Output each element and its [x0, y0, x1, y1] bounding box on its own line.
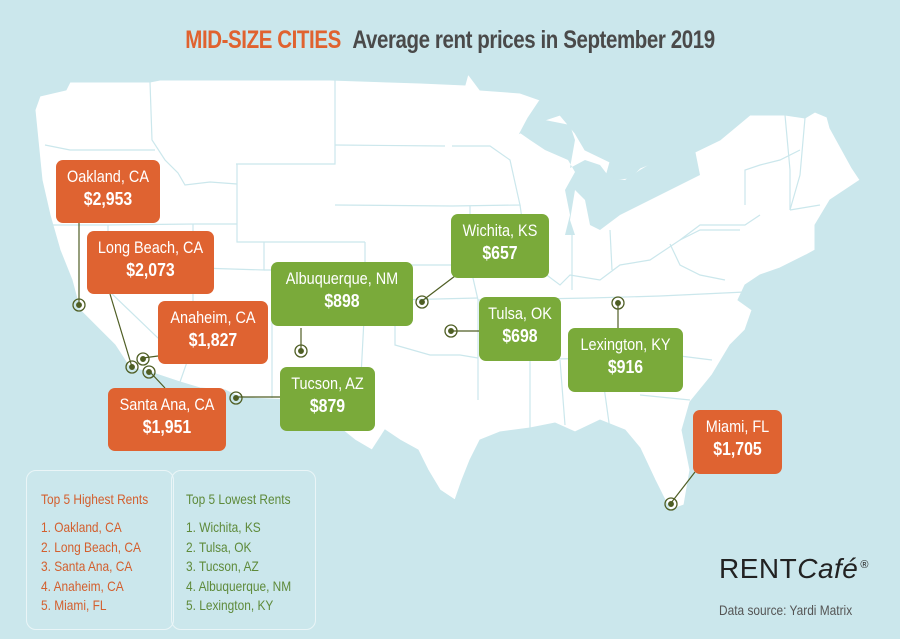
- city-price: $1,705: [713, 439, 762, 459]
- marker-tulsa: [444, 324, 458, 338]
- label-santa-ana: Santa Ana, CA $1,951: [108, 388, 226, 451]
- label-wichita: Wichita, KS $657: [451, 214, 549, 278]
- city-price: $898: [324, 291, 360, 311]
- label-miami: Miami, FL $1,705: [693, 410, 782, 474]
- list-item: 3. Santa Ana, CA: [41, 558, 133, 574]
- label-tucson: Tucson, AZ $879: [280, 367, 375, 431]
- list-item: 4. Anaheim, CA: [41, 577, 124, 594]
- list-item: 4. Albuquerque, NM: [186, 577, 292, 594]
- lowest-rents-heading: Top 5 Lowest Rents: [186, 491, 291, 507]
- city-price: $2,953: [83, 189, 133, 209]
- city-price: $2,073: [126, 260, 175, 280]
- data-source: Data source: Yardi Matrix: [719, 602, 853, 618]
- title-main: Average rent prices in September 2019: [352, 26, 715, 54]
- city-name: Albuquerque, NM: [285, 269, 399, 288]
- page-title: MID-SIZE CITIES Average rent prices in Se…: [81, 26, 819, 55]
- leader-wichita: [421, 275, 456, 302]
- logo-rent: RENT: [719, 553, 798, 584]
- city-price: $657: [482, 243, 518, 263]
- great-lakes: [520, 120, 700, 235]
- list-item: 2. Long Beach, CA: [41, 538, 141, 555]
- list-item: 5. Miami, FL: [41, 597, 107, 613]
- logo-registered: ®: [860, 558, 869, 571]
- city-markers: [72, 295, 678, 511]
- city-name: Santa Ana, CA: [119, 395, 215, 414]
- city-name: Anaheim, CA: [170, 308, 256, 327]
- list-item: 3. Tucson, AZ: [186, 558, 259, 574]
- city-name: Tucson, AZ: [291, 374, 364, 393]
- city-name: Miami, FL: [705, 417, 770, 436]
- label-long-beach: Long Beach, CA $2,073: [87, 231, 214, 294]
- city-name: Tulsa, OK: [488, 304, 552, 323]
- rentcafe-logo: RENTCafé ®: [719, 553, 869, 585]
- label-lexington: Lexington, KY $916: [568, 328, 683, 392]
- highest-rents-heading: Top 5 Highest Rents: [41, 491, 149, 507]
- label-oakland: Oakland, CA $2,953: [56, 160, 160, 223]
- city-price: $879: [309, 396, 346, 416]
- label-anaheim: Anaheim, CA $1,827: [158, 301, 268, 364]
- city-price: $916: [607, 357, 644, 377]
- leader-santa-ana: [149, 371, 166, 389]
- marker-wichita: [415, 295, 429, 309]
- marker-long-beach: [125, 360, 139, 374]
- city-price: $1,827: [188, 330, 238, 350]
- leader-miami: [670, 471, 696, 504]
- city-price: $698: [502, 326, 538, 346]
- logo-cafe: Café: [797, 553, 859, 584]
- marker-albuquerque: [294, 344, 308, 358]
- list-item: 5. Lexington, KY: [186, 597, 274, 613]
- marker-anaheim: [136, 352, 150, 366]
- marker-miami: [664, 497, 678, 511]
- leader-lines: [78, 222, 696, 504]
- label-tulsa: Tulsa, OK $698: [479, 297, 561, 361]
- lowest-rents-list: Top 5 Lowest Rents 1. Wichita, KS 2. Tul…: [171, 470, 316, 630]
- marker-santa-ana: [142, 365, 156, 379]
- marker-lexington: [611, 296, 625, 310]
- list-item: 1. Oakland, CA: [41, 519, 122, 535]
- city-name: Lexington, KY: [580, 335, 671, 354]
- city-price: $1,951: [142, 417, 192, 437]
- marker-tucson: [229, 391, 243, 405]
- label-albuquerque: Albuquerque, NM $898: [271, 262, 413, 326]
- marker-oakland: [72, 298, 86, 312]
- leader-long-beach: [109, 293, 133, 368]
- city-name: Wichita, KS: [462, 221, 538, 240]
- list-item: 1. Wichita, KS: [186, 519, 261, 535]
- title-accent: MID-SIZE CITIES: [185, 26, 341, 54]
- city-name: Long Beach, CA: [97, 238, 204, 257]
- city-name: Oakland, CA: [67, 167, 149, 186]
- highest-rents-list: Top 5 Highest Rents 1. Oakland, CA 2. Lo…: [26, 470, 174, 630]
- list-item: 2. Tulsa, OK: [186, 538, 252, 555]
